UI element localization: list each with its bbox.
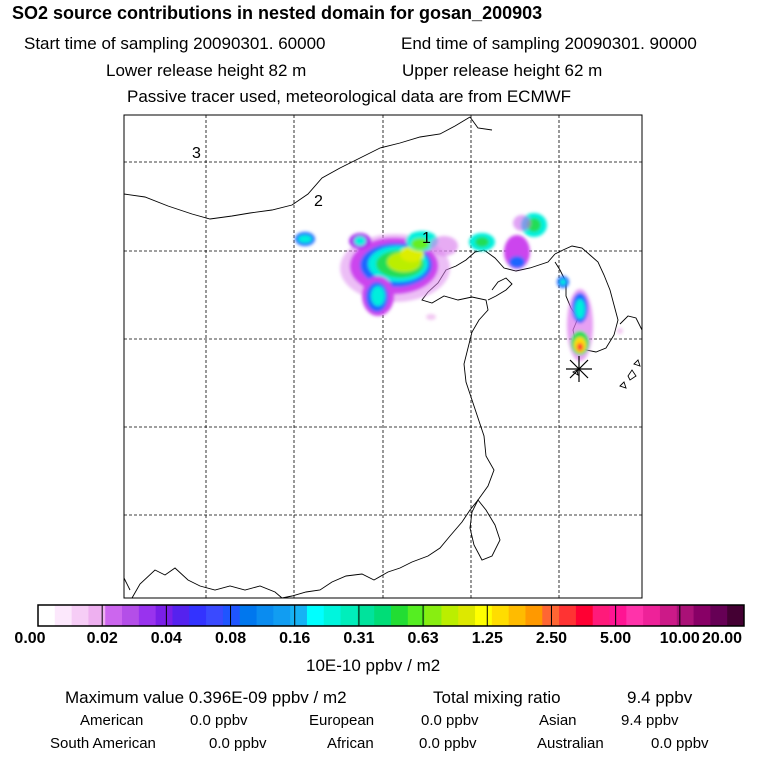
info-label: Passive tracer used, meteorological data… bbox=[127, 87, 572, 106]
region-value-australian: 0.0 ppbv bbox=[651, 735, 709, 752]
colorbar-swatch bbox=[374, 605, 392, 626]
region-name-european: European bbox=[309, 712, 375, 729]
colorbar-swatch bbox=[659, 605, 678, 626]
upper-release-label: Upper release height 62 m bbox=[402, 61, 603, 80]
colorbar-swatch bbox=[256, 605, 274, 626]
region-name-american: American bbox=[80, 712, 144, 729]
colorbar-swatch bbox=[407, 605, 426, 626]
region-value-south-american: 0.0 ppbv bbox=[209, 735, 267, 752]
colorbar-swatch bbox=[508, 605, 526, 626]
colorbar-tick-label: 0.31 bbox=[343, 630, 375, 647]
colorbar-swatch bbox=[424, 605, 442, 626]
colorbar-swatch bbox=[138, 605, 157, 626]
colorbar-swatch bbox=[206, 605, 224, 626]
start-time-label: Start time of sampling 20090301. 60000 bbox=[24, 34, 326, 53]
map-title: SO2 source contributions in nested domai… bbox=[12, 3, 543, 23]
colorbar-swatch bbox=[592, 605, 611, 626]
colorbar-tick-label: 1.25 bbox=[471, 630, 503, 647]
region-value-african: 0.0 ppbv bbox=[419, 735, 477, 752]
colorbar-swatch bbox=[155, 605, 173, 626]
colorbar-swatch bbox=[357, 605, 375, 626]
colorbar-swatch bbox=[559, 605, 577, 626]
region-value-asian: 9.4 ppbv bbox=[621, 712, 679, 729]
colorbar-unit: 10E-10 ppbv / m2 bbox=[306, 656, 441, 675]
colorbar-tick-label: 0.02 bbox=[86, 630, 118, 647]
colorbar-swatch bbox=[189, 605, 207, 626]
colorbar-swatch bbox=[693, 605, 711, 626]
total-mixing-label: Total mixing ratio bbox=[433, 688, 561, 707]
region-value-american: 0.0 ppbv bbox=[190, 712, 248, 729]
colorbar-tick-label: 20.00 bbox=[701, 630, 743, 647]
map-label-1: 1 bbox=[422, 230, 431, 247]
colorbar-swatch bbox=[290, 605, 308, 626]
colorbar-swatch bbox=[727, 605, 745, 626]
colorbar-swatch bbox=[306, 605, 325, 626]
region-value-european: 0.0 ppbv bbox=[421, 712, 479, 729]
coastlines bbox=[123, 116, 643, 599]
colorbar-border bbox=[37, 604, 745, 627]
colorbar-tick-label: 0.00 bbox=[14, 630, 46, 647]
colorbar bbox=[37, 604, 745, 627]
colorbar-swatch bbox=[323, 605, 342, 626]
colorbar-tick-label: 0.08 bbox=[214, 630, 247, 647]
total-mixing-value: 9.4 ppbv bbox=[627, 688, 693, 707]
region-name-australian: Australian bbox=[537, 735, 604, 752]
colorbar-swatch bbox=[391, 605, 409, 626]
colorbar-swatch bbox=[273, 605, 291, 626]
colorbar-swatch bbox=[122, 605, 140, 626]
colorbar-tick-label: 0.63 bbox=[407, 630, 439, 647]
map-label-2: 2 bbox=[314, 193, 323, 210]
max-value-label: Maximum value 0.396E-09 ppbv / m2 bbox=[65, 688, 347, 707]
colorbar-tick-label: 0.16 bbox=[279, 630, 311, 647]
colorbar-swatch bbox=[172, 605, 190, 626]
colorbar-tick-label: 5.00 bbox=[600, 630, 632, 647]
colorbar-swatch bbox=[676, 605, 695, 626]
colorbar-swatch bbox=[710, 605, 728, 626]
colorbar-swatch bbox=[475, 605, 493, 626]
colorbar-swatch bbox=[626, 605, 644, 626]
asterisk-icon bbox=[566, 356, 592, 382]
colorbar-swatch bbox=[105, 605, 123, 626]
colorbar-swatch bbox=[458, 605, 476, 626]
colorbar-swatch bbox=[525, 605, 543, 626]
colorbar-swatch bbox=[340, 605, 358, 626]
map-area: 3 2 1 bbox=[123, 114, 643, 599]
colorbar-swatch bbox=[441, 605, 459, 626]
colorbar-tick-label: 2.50 bbox=[535, 630, 568, 647]
colorbar-swatch bbox=[491, 605, 510, 626]
colorbar-swatch bbox=[643, 605, 661, 626]
colorbar-swatch bbox=[38, 605, 56, 626]
colorbar-swatch bbox=[575, 605, 594, 626]
end-time-label: End time of sampling 20090301. 90000 bbox=[401, 34, 697, 53]
colorbar-swatch bbox=[609, 605, 627, 626]
colorbar-swatch bbox=[239, 605, 258, 626]
region-name-african: African bbox=[327, 735, 374, 752]
colorbar-swatch bbox=[222, 605, 241, 626]
region-name-asian: Asian bbox=[539, 712, 577, 729]
colorbar-swatch bbox=[54, 605, 73, 626]
map-label-3: 3 bbox=[192, 145, 201, 162]
colorbar-swatch bbox=[71, 605, 89, 626]
colorbar-swatch bbox=[88, 605, 106, 626]
colorbar-swatch bbox=[542, 605, 560, 626]
colorbar-tick-label: 10.00 bbox=[659, 630, 700, 647]
colorbar-tick-label: 0.04 bbox=[150, 630, 182, 647]
concentration-field bbox=[295, 213, 623, 361]
region-name-south-american: South American bbox=[50, 735, 156, 752]
lower-release-label: Lower release height 82 m bbox=[106, 61, 307, 80]
